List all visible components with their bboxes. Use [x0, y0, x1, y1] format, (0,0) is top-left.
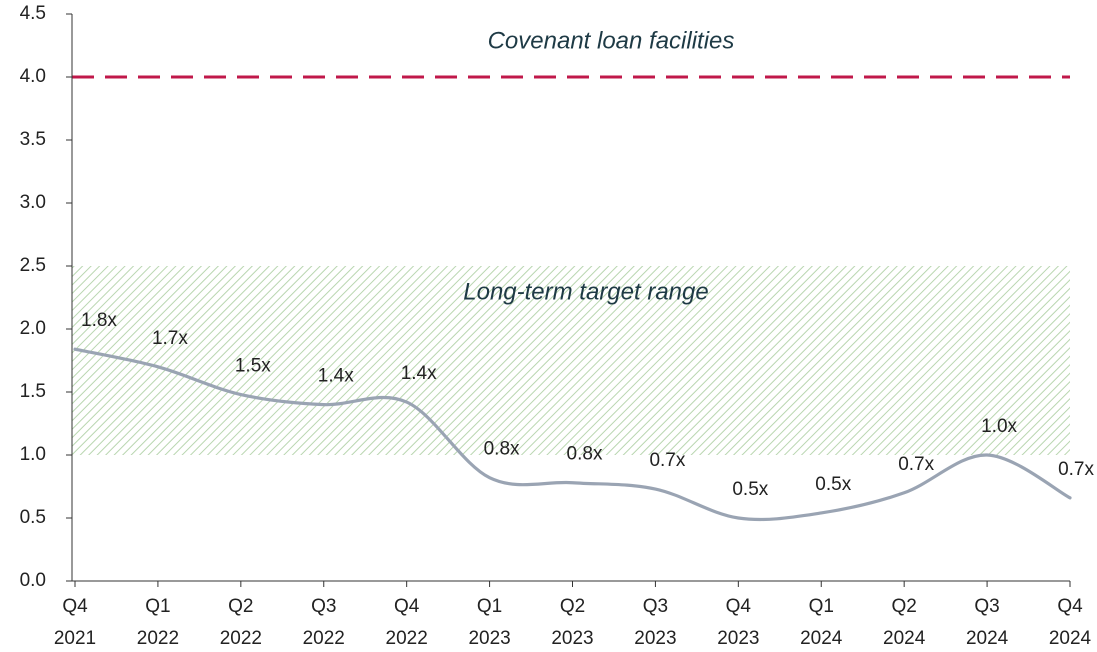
x-tick-label: 2023 — [717, 628, 759, 649]
y-tick-label: 1.0 — [20, 444, 46, 465]
x-tick-label: 2023 — [468, 628, 510, 649]
x-tick-label: 2024 — [966, 628, 1009, 649]
x-tick-label: Q1 — [145, 596, 170, 617]
x-tick-label: Q1 — [809, 596, 834, 617]
band-label: Long-term target range — [463, 278, 708, 305]
x-tick-label: Q4 — [394, 596, 420, 617]
x-tick-label: 2022 — [137, 628, 179, 649]
x-tick-label: Q2 — [891, 596, 916, 617]
x-tick-label: 2022 — [386, 628, 428, 649]
y-tick-label: 4.5 — [20, 3, 46, 24]
x-tick-label: Q2 — [560, 596, 585, 617]
x-tick-label: 2021 — [54, 628, 96, 649]
y-tick-label: 1.5 — [20, 381, 46, 402]
x-tick-label: Q3 — [311, 596, 336, 617]
x-tick-label: Q2 — [228, 596, 253, 617]
value-label: 0.8x — [567, 444, 603, 465]
y-tick-label: 3.5 — [20, 129, 46, 150]
value-label: 0.5x — [815, 474, 851, 495]
y-tick-label: 0.0 — [20, 570, 46, 591]
value-label: 0.7x — [898, 454, 934, 475]
reference-label: Covenant loan facilities — [488, 27, 735, 54]
value-label: 0.8x — [484, 439, 520, 460]
value-label: 1.8x — [81, 310, 117, 331]
x-tick-label: 2022 — [303, 628, 345, 649]
x-tick-label: 2024 — [1049, 628, 1092, 649]
target-band — [72, 266, 1070, 455]
value-label: 1.4x — [401, 363, 437, 384]
value-label: 1.0x — [981, 416, 1017, 437]
y-tick-label: 4.0 — [20, 66, 46, 87]
value-label: 1.7x — [152, 328, 188, 349]
x-tick-label: 2023 — [551, 628, 593, 649]
x-tick-label: Q3 — [643, 596, 668, 617]
x-tick-label: Q4 — [726, 596, 752, 617]
x-tick-label: Q4 — [1057, 596, 1083, 617]
x-tick-label: 2022 — [220, 628, 262, 649]
y-tick-label: 2.0 — [20, 318, 46, 339]
value-label: 1.4x — [318, 366, 354, 387]
value-label: 0.5x — [732, 479, 768, 500]
x-tick-label: Q4 — [62, 596, 88, 617]
y-tick-label: 2.5 — [20, 255, 46, 276]
value-label: 1.5x — [235, 356, 271, 377]
value-label: 0.7x — [649, 450, 685, 471]
x-tick-label: 2023 — [634, 628, 676, 649]
y-tick-label: 0.5 — [20, 507, 46, 528]
value-label: 0.7x — [1058, 459, 1094, 480]
x-tick-label: Q3 — [974, 596, 999, 617]
x-tick-label: 2024 — [883, 628, 926, 649]
y-tick-label: 3.0 — [20, 192, 46, 213]
series-line — [73, 347, 1072, 522]
x-tick-label: Q1 — [477, 596, 502, 617]
x-tick-label: 2024 — [800, 628, 843, 649]
